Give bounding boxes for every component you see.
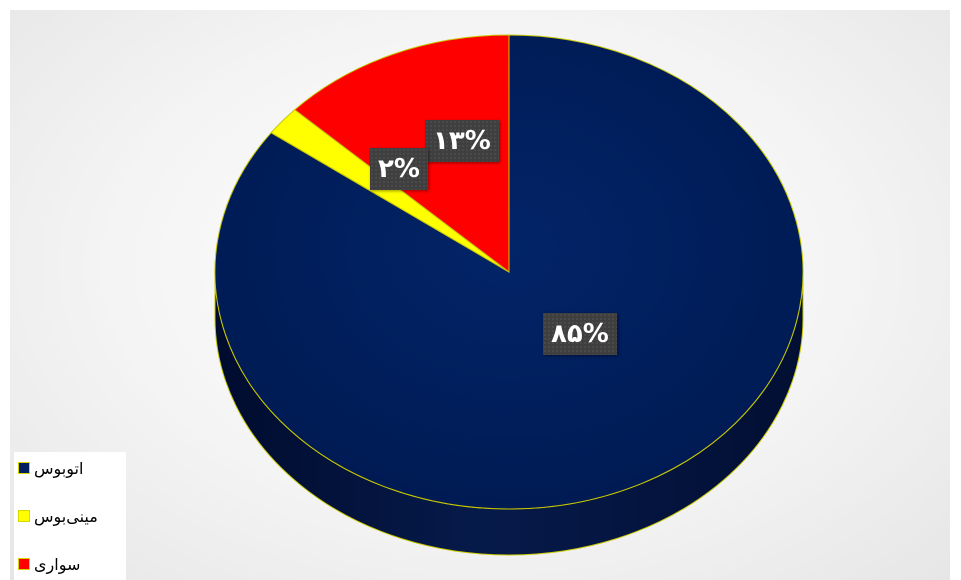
legend-swatch-bus bbox=[18, 462, 30, 474]
legend-swatch-minibus bbox=[18, 510, 30, 522]
data-label-bus: ۸۵% bbox=[543, 313, 617, 355]
data-label-minibus: ۲% bbox=[370, 148, 428, 190]
legend-item-minibus: مینی‌بوس bbox=[18, 504, 122, 528]
pie-top-face bbox=[214, 34, 804, 510]
legend-swatch-car bbox=[18, 558, 30, 570]
legend-label: مینی‌بوس bbox=[34, 506, 98, 526]
legend-item-bus: اتوبوس bbox=[18, 456, 122, 480]
data-label-car: ۱۳% bbox=[425, 120, 499, 162]
legend-label: سواری bbox=[34, 554, 81, 574]
legend: اتوبوس مینی‌بوس سواری bbox=[14, 452, 126, 580]
legend-label: اتوبوس bbox=[34, 458, 84, 478]
legend-item-car: سواری bbox=[18, 552, 122, 576]
